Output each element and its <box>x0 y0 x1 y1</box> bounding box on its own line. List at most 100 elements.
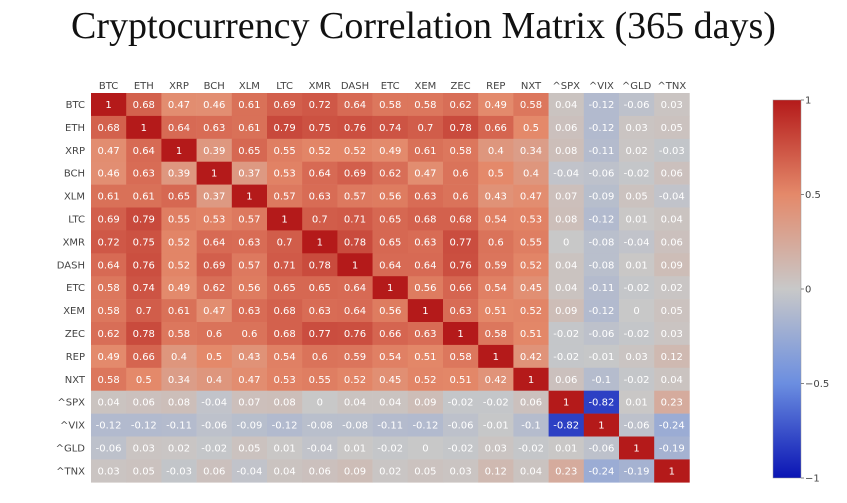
heatmap-cell-label: 0.63 <box>414 329 436 340</box>
heatmap-cell-GLD-TNX <box>654 436 690 460</box>
heatmap-cell-XLM-XRP <box>161 184 197 208</box>
heatmap-cell-GLD-NXT <box>513 436 549 460</box>
heatmap-cell-GLD-SPX <box>548 436 585 460</box>
heatmap-cell-label: 0.62 <box>97 329 119 340</box>
x-tick-label: BCH <box>204 81 225 92</box>
heatmap-cell-label: 0.06 <box>309 466 331 477</box>
heatmap-cell-REP-ETC <box>372 344 409 369</box>
heatmap-cell-label: -0.04 <box>553 169 579 180</box>
heatmap-cell-TNX-LTC <box>267 459 303 483</box>
heatmap-cell-label: 0.63 <box>414 192 436 203</box>
heatmap-cell-ZEC-SPX <box>548 322 585 346</box>
heatmap-cell-label: 0.66 <box>379 329 401 340</box>
heatmap-cell-ETH-XEM <box>407 115 444 140</box>
heatmap-cell-label: 0.69 <box>344 169 366 180</box>
heatmap-cell-label: 0.53 <box>203 214 225 225</box>
y-tick-label: ^GLD <box>56 443 86 454</box>
heatmap-cell-label: 0.05 <box>625 192 647 203</box>
heatmap-cell-label: 0.04 <box>273 466 295 477</box>
heatmap-cell-label: 0.58 <box>379 100 401 111</box>
heatmap-cell-REP-XLM <box>231 344 268 369</box>
heatmap-cell-BTC-ETH <box>126 93 162 117</box>
heatmap-cell-GLD-GLD <box>619 436 655 460</box>
heatmap-cell-label: 0.02 <box>661 283 683 294</box>
heatmap-cell-XLM-ETC <box>372 184 409 208</box>
heatmap-cell-REP-VIX <box>583 344 620 369</box>
x-tick-label: XMR <box>309 81 331 92</box>
heatmap-cell-SPX-ETC <box>372 390 409 414</box>
heatmap-cell-XMR-DASH <box>337 230 373 254</box>
x-axis-ticks: BTC ETH XRP BCH XLM LTC XMR DASH ETC XEM ZEC REP NXT… <box>99 81 686 92</box>
y-tick-label: ETC <box>66 283 85 294</box>
heatmap-cell-XRP-XEM <box>407 138 444 162</box>
heatmap-cell-XMR-REP <box>478 230 514 254</box>
heatmap-cell-label: 0.74 <box>379 123 401 134</box>
heatmap-cell-label: 0.53 <box>273 375 295 386</box>
heatmap-cell-ETH-VIX <box>583 115 620 140</box>
heatmap-cell-TNX-TNX <box>654 459 690 483</box>
heatmap-cell-label: 0.03 <box>625 123 647 134</box>
heatmap-cell-ETC-ZEC <box>443 276 479 300</box>
heatmap-cell-label: 0.7 <box>277 237 293 248</box>
heatmap-cell-ZEC-BCH <box>196 322 233 346</box>
heatmap-cell-DASH-XRP <box>161 253 197 277</box>
heatmap-cell-REP-ZEC <box>443 344 479 369</box>
heatmap-cell-label: 0.04 <box>520 466 542 477</box>
heatmap-cell-label: 0.04 <box>661 214 683 225</box>
heatmap-cell-XLM-SPX <box>548 184 585 208</box>
heatmap-cell-VIX-LTC <box>267 413 303 437</box>
heatmap-cell-label: 0.04 <box>555 283 577 294</box>
y-tick-label: DASH <box>57 260 85 271</box>
heatmap-cell-XLM-VIX <box>583 184 620 208</box>
heatmap-cell-label: 0.78 <box>449 123 471 134</box>
colorbar-tick-label: −1 <box>805 474 820 485</box>
heatmap-cell-BTC-XLM <box>231 93 268 117</box>
heatmap-cell-label: 0.61 <box>238 100 260 111</box>
heatmap-cell-REP-BTC <box>91 344 127 369</box>
heatmap-cell-XLM-XLM <box>231 184 268 208</box>
heatmap-cell-REP-DASH <box>337 344 373 369</box>
heatmap-cell-BCH-LTC <box>267 161 303 185</box>
heatmap-cell-label: -0.12 <box>131 421 157 432</box>
heatmap-cell-label: 0.06 <box>520 398 542 409</box>
heatmap-cell-label: -0.03 <box>659 146 685 157</box>
heatmap-cell-TNX-VIX <box>583 459 620 483</box>
heatmap-cell-REP-GLD <box>619 344 655 369</box>
heatmap-cell-ZEC-XRP <box>161 322 197 346</box>
heatmap-cell-TNX-SPX <box>548 459 585 483</box>
heatmap-cell-SPX-LTC <box>267 390 303 414</box>
heatmap-cell-label: 0.45 <box>379 375 401 386</box>
heatmap-cell-label: 0.7 <box>312 214 328 225</box>
heatmap-cell-XEM-ZEC <box>443 299 479 323</box>
heatmap-cell-BTC-LTC <box>267 93 303 117</box>
heatmap-cell-label: -0.1 <box>592 375 612 386</box>
heatmap-cell-SPX-VIX <box>583 390 620 414</box>
heatmap-cell-label: 0.42 <box>520 352 542 363</box>
heatmap-cell-label: 0.39 <box>168 169 190 180</box>
y-tick-label: REP <box>66 352 85 363</box>
heatmap-cell-SPX-TNX <box>654 390 690 414</box>
heatmap-cell-label: 0.61 <box>238 123 260 134</box>
heatmap-cell-label: 0.52 <box>520 306 542 317</box>
heatmap-cell-XMR-ETH <box>126 230 162 254</box>
heatmap-cell-BTC-ZEC <box>443 93 479 117</box>
heatmap-cell-label: -0.19 <box>624 466 650 477</box>
heatmap-cell-BCH-XRP <box>161 161 197 185</box>
heatmap-cell-BCH-XEM <box>407 161 444 185</box>
heatmap-cell-label: 0.09 <box>344 466 366 477</box>
heatmap-cell-TNX-ZEC <box>443 459 479 483</box>
heatmap-cell-label: 1 <box>176 146 182 157</box>
heatmap-cell-label: 0.64 <box>133 146 155 157</box>
heatmap-cell-label: 0.06 <box>133 398 155 409</box>
heatmap-cell-label: 0.52 <box>309 146 331 157</box>
heatmap-cell-label: 0.58 <box>97 306 119 317</box>
heatmap-cell-BTC-BTC <box>91 93 127 117</box>
heatmap-cell-SPX-BTC <box>91 390 127 414</box>
x-tick-label: XLM <box>239 81 260 92</box>
heatmap-cell-VIX-XRP <box>161 413 197 437</box>
heatmap-cell-LTC-BCH <box>196 207 233 231</box>
heatmap-cell-NXT-XLM <box>231 367 268 391</box>
heatmap-cell-XMR-ZEC <box>443 230 479 254</box>
heatmap-cell-label: 0.09 <box>414 398 436 409</box>
heatmap-cell-label: -0.82 <box>588 398 614 409</box>
